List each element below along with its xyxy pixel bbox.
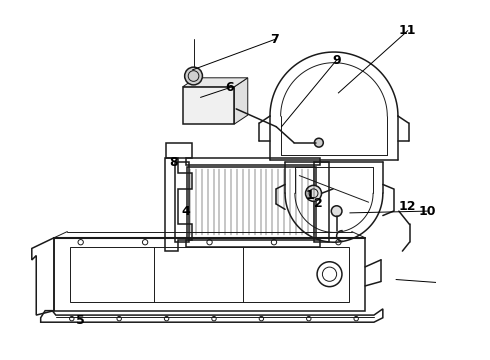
- Text: 2: 2: [315, 198, 323, 211]
- Text: 7: 7: [270, 33, 279, 46]
- Bar: [186, 239, 320, 247]
- Bar: [186, 158, 320, 165]
- Bar: [54, 238, 365, 311]
- Bar: [70, 247, 349, 302]
- Circle shape: [315, 138, 323, 147]
- Text: 1: 1: [306, 189, 315, 202]
- Circle shape: [331, 206, 342, 216]
- Bar: [175, 162, 189, 242]
- Polygon shape: [234, 78, 248, 124]
- Circle shape: [306, 185, 321, 201]
- Circle shape: [185, 67, 202, 85]
- Text: 11: 11: [399, 24, 416, 37]
- Text: 8: 8: [170, 156, 178, 169]
- Text: 12: 12: [399, 200, 416, 213]
- Polygon shape: [183, 78, 248, 87]
- Text: 6: 6: [226, 81, 234, 94]
- Bar: [187, 167, 316, 238]
- Bar: [315, 162, 329, 242]
- Text: 10: 10: [418, 204, 436, 217]
- Text: 4: 4: [181, 204, 190, 217]
- Text: 5: 5: [76, 314, 85, 327]
- Bar: [183, 87, 234, 124]
- Text: 9: 9: [332, 54, 341, 67]
